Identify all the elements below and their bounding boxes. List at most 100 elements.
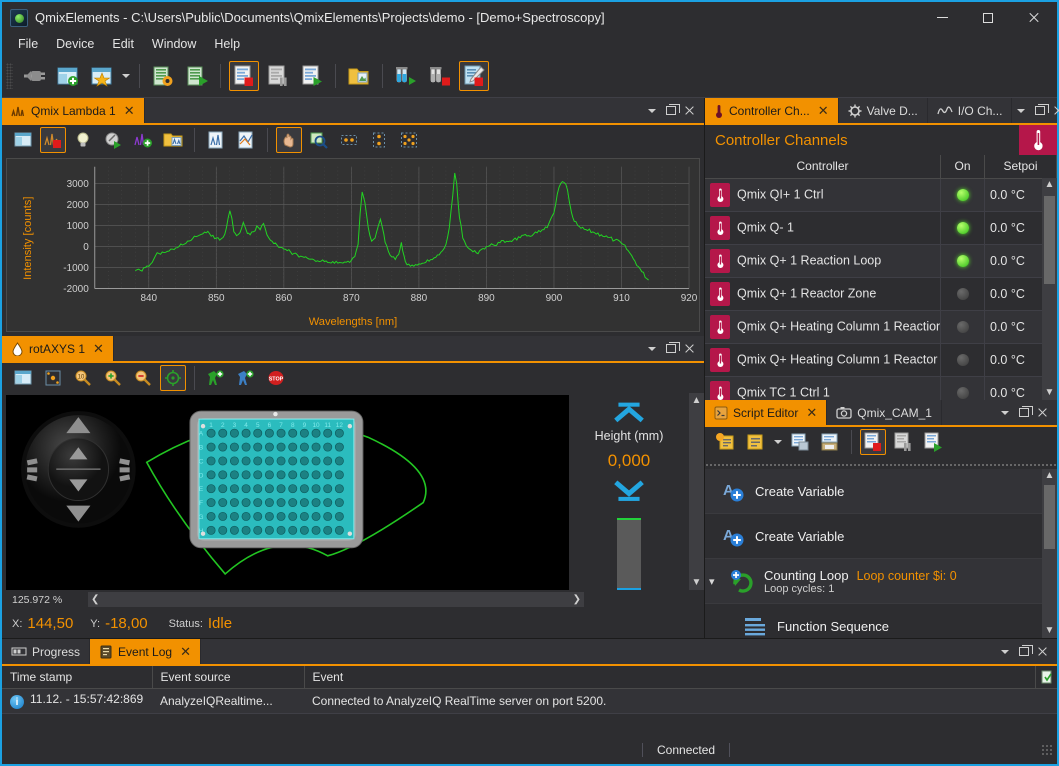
favorite-dropdown-button[interactable] bbox=[119, 61, 133, 91]
table-row[interactable]: Qmix Q- 1 0.0 °C bbox=[705, 211, 1057, 245]
panel-float-button[interactable] bbox=[1015, 403, 1033, 423]
scroll-up-icon[interactable]: ▲ bbox=[1044, 470, 1055, 481]
lamp-icon[interactable] bbox=[70, 127, 96, 153]
open-spectrum-folder-icon[interactable] bbox=[160, 127, 186, 153]
panel-close-button[interactable] bbox=[681, 339, 698, 359]
close-button[interactable] bbox=[1011, 2, 1057, 33]
script-drag-handle[interactable] bbox=[705, 457, 1057, 469]
add-spectrum-icon[interactable] bbox=[130, 127, 156, 153]
panel-menu-button[interactable] bbox=[643, 101, 660, 121]
reference-move-icon[interactable] bbox=[40, 365, 66, 391]
move-down-icon[interactable] bbox=[603, 479, 655, 503]
log-table-container[interactable]: Time stamp Event source Event i 11.12. - … bbox=[2, 666, 1057, 736]
table-row[interactable]: i 11.12. - 15:57:42:869 AnalyzeIQRealtime.… bbox=[2, 688, 1057, 714]
on-cell[interactable] bbox=[940, 277, 985, 311]
stop-icon[interactable]: STOP bbox=[263, 365, 289, 391]
scroll-up-icon[interactable]: ▲ bbox=[691, 395, 702, 406]
add-position-icon[interactable] bbox=[233, 365, 259, 391]
properties-icon[interactable] bbox=[10, 365, 36, 391]
zoom-in-icon[interactable] bbox=[100, 365, 126, 391]
table-row[interactable]: Qmix Q+ Heating Column 1 Reactor Zone0.0… bbox=[705, 343, 1057, 377]
tab-close-icon[interactable]: ✕ bbox=[817, 102, 829, 118]
menu-help[interactable]: Help bbox=[214, 37, 241, 51]
panel-float-button[interactable] bbox=[1031, 101, 1049, 121]
column-controller[interactable]: Controller bbox=[705, 155, 941, 179]
column-event[interactable]: Event bbox=[304, 666, 1036, 689]
script-pause-icon[interactable] bbox=[890, 429, 916, 455]
tab-close-icon[interactable]: ✕ bbox=[123, 102, 135, 118]
favorite-window-icon[interactable] bbox=[87, 61, 117, 91]
script-item-list[interactable]: A Create Variable A Create Variable ▾ Countin… bbox=[705, 469, 1057, 638]
tab-qmix-cam-1[interactable]: Qmix_CAM_1 bbox=[827, 400, 942, 425]
disconnect-plug-icon[interactable] bbox=[19, 61, 49, 91]
panel-menu-button[interactable] bbox=[996, 403, 1013, 423]
script-item[interactable]: ▾ Counting Loop Loop counter $i: 0 Loop cyc… bbox=[705, 559, 1057, 604]
tab-rotaxys-1[interactable]: rotAXYS 1 ✕ bbox=[2, 336, 114, 361]
status-led[interactable] bbox=[956, 287, 969, 300]
save-spectrum-icon[interactable] bbox=[203, 127, 229, 153]
status-led[interactable] bbox=[956, 188, 969, 201]
menu-device[interactable]: Device bbox=[56, 37, 95, 51]
table-row[interactable]: Qmix QI+ 1 Ctrl 0.0 °C bbox=[705, 178, 1057, 212]
open-script-icon[interactable] bbox=[743, 429, 769, 455]
samples-stop-icon[interactable] bbox=[425, 61, 455, 91]
tab-qmix-lambda-1[interactable]: Qmix Lambda 1 ✕ bbox=[2, 98, 145, 123]
tab-close-icon[interactable]: ✕ bbox=[93, 340, 104, 356]
spectrum-chart[interactable]: 840 850 860 870 880 890 900 910 920 -2000 -1000 0 10… bbox=[6, 158, 700, 332]
script-item[interactable]: A Create Variable bbox=[705, 514, 1057, 559]
save-script-icon[interactable] bbox=[787, 429, 813, 455]
status-led[interactable] bbox=[956, 386, 969, 399]
scroll-down-icon[interactable]: ▼ bbox=[1044, 387, 1055, 398]
column-on[interactable]: On bbox=[940, 155, 985, 179]
panel-close-button[interactable] bbox=[1050, 101, 1059, 121]
controller-table-container[interactable]: Controller On Setpoi Qmix QI+ 1 Ctrl 0.0 … bbox=[705, 155, 1057, 400]
pan-hand-icon[interactable] bbox=[276, 127, 302, 153]
properties-icon[interactable] bbox=[10, 127, 36, 153]
status-led[interactable] bbox=[956, 320, 969, 333]
panel-menu-button[interactable] bbox=[643, 339, 660, 359]
on-cell[interactable] bbox=[940, 310, 985, 344]
scroll-down-icon[interactable]: ▼ bbox=[1044, 625, 1055, 636]
fit-all-icon[interactable] bbox=[396, 127, 422, 153]
fit-vertical-icon[interactable] bbox=[366, 127, 392, 153]
script-item[interactable]: A Create Variable bbox=[705, 469, 1057, 514]
new-script-icon[interactable] bbox=[713, 429, 739, 455]
panel-menu-button[interactable] bbox=[996, 642, 1013, 662]
zoom-100-icon[interactable]: 10 bbox=[70, 365, 96, 391]
table-row[interactable]: Qmix Q+ 1 Reaction Loop 0.0 °C bbox=[705, 244, 1057, 278]
open-script-dropdown[interactable] bbox=[771, 427, 785, 457]
menu-edit[interactable]: Edit bbox=[112, 37, 134, 51]
script-stop-icon[interactable] bbox=[860, 429, 886, 455]
tab-event-log[interactable]: Event Log ✕ bbox=[90, 639, 201, 664]
samples-run-icon[interactable] bbox=[391, 61, 421, 91]
menu-window[interactable]: Window bbox=[151, 37, 197, 51]
open-project-icon[interactable] bbox=[344, 61, 374, 91]
panel-close-button[interactable] bbox=[1034, 403, 1051, 423]
toolbar-grip[interactable] bbox=[6, 63, 13, 89]
table-row[interactable]: Qmix Q+ 1 Reactor Zone 0.0 °C bbox=[705, 277, 1057, 311]
on-cell[interactable] bbox=[940, 178, 985, 212]
script-run-icon[interactable] bbox=[182, 61, 212, 91]
log-stop-icon[interactable] bbox=[229, 61, 259, 91]
table-row[interactable]: Qmix Q+ Heating Column 1 Reaction Loop0.… bbox=[705, 310, 1057, 344]
dark-run-icon[interactable] bbox=[100, 127, 126, 153]
on-cell[interactable] bbox=[940, 343, 985, 377]
expander-icon[interactable]: ▾ bbox=[709, 575, 715, 588]
status-led[interactable] bbox=[956, 353, 969, 366]
status-led[interactable] bbox=[956, 254, 969, 267]
scroll-right-icon[interactable]: ❯ bbox=[572, 594, 581, 605]
log-pause-icon[interactable] bbox=[263, 61, 293, 91]
scroll-down-icon[interactable]: ▼ bbox=[691, 577, 702, 588]
tab-valve-details[interactable]: Valve D... bbox=[838, 98, 928, 123]
scroll-left-icon[interactable]: ❮ bbox=[91, 594, 100, 605]
script-item[interactable]: Function Sequence bbox=[705, 604, 1057, 638]
maximize-button[interactable] bbox=[965, 2, 1011, 33]
save-as-script-icon[interactable] bbox=[817, 429, 843, 455]
tab-close-icon[interactable]: ✕ bbox=[806, 404, 818, 420]
table-row[interactable]: Qmix TC 1 Ctrl 1 0.0 °C bbox=[705, 376, 1057, 400]
teach-position-icon[interactable] bbox=[203, 365, 229, 391]
center-target-icon[interactable] bbox=[160, 365, 186, 391]
height-slider[interactable] bbox=[617, 517, 641, 590]
zoom-box-icon[interactable] bbox=[306, 127, 332, 153]
